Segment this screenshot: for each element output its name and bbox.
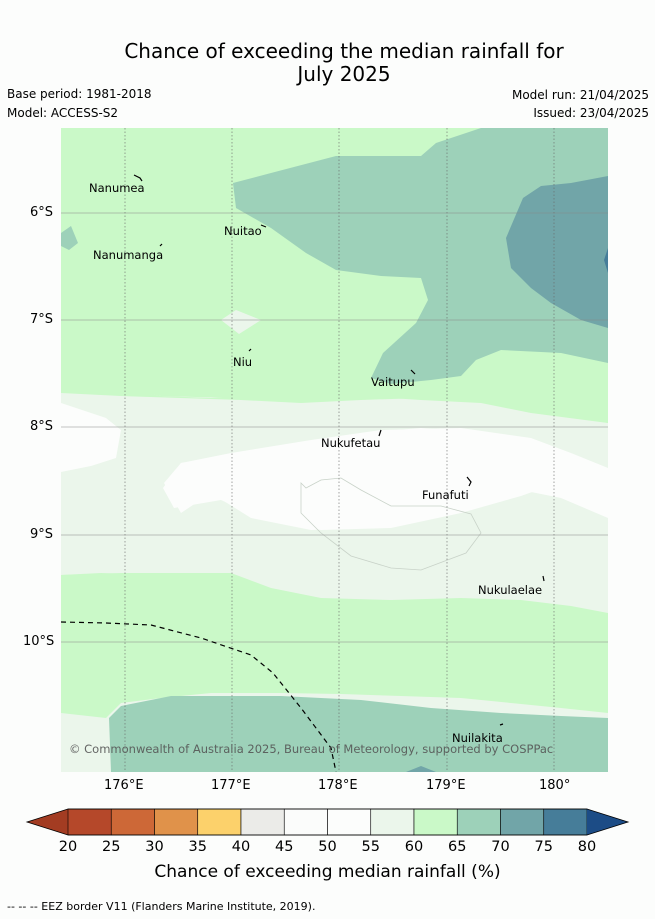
colorbar-cell xyxy=(327,808,372,836)
colorbar-tick-label: 60 xyxy=(404,839,424,855)
band-45-55-central-core xyxy=(163,428,571,530)
island-nanumea xyxy=(133,174,143,182)
colorbar-cell xyxy=(110,808,155,836)
eez-border xyxy=(61,621,337,772)
island-vaitupu xyxy=(410,369,416,375)
colorbar-cell xyxy=(283,808,328,836)
title-line-1: Chance of exceeding the median rainfall … xyxy=(124,39,564,63)
colorbar-title: Chance of exceeding median rainfall (%) xyxy=(154,862,501,882)
colorbar-cell xyxy=(240,808,285,836)
colorbar-cells xyxy=(67,808,588,836)
colorbar-tick-label: 40 xyxy=(231,839,251,855)
label-nuitao: Nuitao xyxy=(224,224,262,238)
patch-70-75-south xyxy=(406,766,436,772)
colorbar-tick-label: 65 xyxy=(448,839,467,855)
label-vaitupu: Vaitupu xyxy=(371,375,415,389)
colorbar-cell xyxy=(197,808,242,836)
patch-west-white xyxy=(61,403,121,472)
colorbar-cell xyxy=(154,808,199,836)
island-markers xyxy=(133,174,545,726)
island-nanumanga xyxy=(159,243,163,247)
issued-date: Issued: 23/04/2025 xyxy=(533,106,649,120)
patch-north-white xyxy=(221,310,261,334)
island-labels: Nanumea Nuitao Nanumanga Niu Vaitupu Nuk… xyxy=(89,181,542,745)
band-65-70-south xyxy=(109,696,608,772)
lat-tick-7s: 7°S xyxy=(30,312,54,327)
label-nukulaelae: Nukulaelae xyxy=(478,583,542,597)
lon-tick-180: 180° xyxy=(539,778,571,793)
lon-tick-177e: 177°E xyxy=(211,778,251,793)
colorbar-tick-label: 30 xyxy=(145,839,164,855)
copyright-notice: © Commonwealth of Australia 2025, Bureau… xyxy=(69,742,553,756)
colorbar xyxy=(25,808,630,836)
lon-tick-176e: 176°E xyxy=(104,778,144,793)
label-nuilakita: Nuilakita xyxy=(452,731,503,745)
lon-tick-178e: 178°E xyxy=(318,778,358,793)
lat-tick-9s: 9°S xyxy=(30,527,54,542)
latitude-gridlines xyxy=(61,212,608,643)
colorbar-tick-label: 35 xyxy=(188,839,207,855)
island-nuilakita xyxy=(499,723,504,726)
colorbar-tick-label: 25 xyxy=(102,839,121,855)
map-title: Chance of exceeding the median rainfall … xyxy=(0,40,655,86)
colorbar-tick-label: 50 xyxy=(318,839,337,855)
title-line-2: July 2025 xyxy=(297,62,391,86)
island-nukulaelae xyxy=(542,575,545,582)
lat-tick-10s: 10°S xyxy=(23,634,55,649)
colorbar-tick-label: 80 xyxy=(577,839,597,855)
colorbar-extend-high xyxy=(587,809,628,835)
colorbar-cell xyxy=(67,808,112,836)
colorbar-cell xyxy=(370,808,415,836)
colorbar-cell xyxy=(500,808,545,836)
label-niu: Niu xyxy=(233,355,252,369)
eez-legend: -- -- -- EEZ border V11 (Flanders Marine… xyxy=(7,900,316,913)
colorbar-tick-label: 75 xyxy=(534,839,553,855)
patch-75-80 xyxy=(604,248,608,273)
colorbar-cell xyxy=(456,808,501,836)
island-nuitao xyxy=(260,224,267,228)
label-nanumea: Nanumea xyxy=(89,181,145,195)
colorbar-tick-label: 20 xyxy=(58,839,78,855)
base-period: Base period: 1981-2018 xyxy=(7,87,152,101)
island-niu xyxy=(248,348,252,352)
label-funafuti: Funafuti xyxy=(422,488,469,502)
label-nukufetau: Nukufetau xyxy=(321,436,380,450)
lat-tick-8s: 8°S xyxy=(30,419,54,434)
contour-45 xyxy=(300,477,482,571)
colorbar-cell xyxy=(413,808,458,836)
map-canvas: Nanumea Nuitao Nanumanga Niu Vaitupu Nuk… xyxy=(61,128,608,772)
model-name: Model: ACCESS-S2 xyxy=(7,106,119,120)
lat-tick-6s: 6°S xyxy=(30,205,54,220)
island-funafuti xyxy=(466,476,472,487)
band-70-75-northeast xyxy=(506,176,608,328)
model-run: Model run: 21/04/2025 xyxy=(511,88,649,102)
patch-west-65-70 xyxy=(61,226,78,250)
band-60-65-south-fill xyxy=(61,573,608,688)
colorbar-tick-label: 55 xyxy=(361,839,380,855)
colorbar-tick-label: 70 xyxy=(491,839,510,855)
island-nukufetau xyxy=(378,429,382,437)
longitude-gridlines xyxy=(124,128,555,772)
colorbar-tick-label: 45 xyxy=(275,839,294,855)
colorbar-extend-low xyxy=(27,809,68,835)
colorbar-cell xyxy=(543,808,588,836)
colorbar-outline xyxy=(25,808,630,836)
lon-tick-179e: 179°E xyxy=(426,778,466,793)
label-nanumanga: Nanumanga xyxy=(93,248,163,262)
rainfall-map[interactable]: Nanumea Nuitao Nanumanga Niu Vaitupu Nuk… xyxy=(61,128,608,772)
